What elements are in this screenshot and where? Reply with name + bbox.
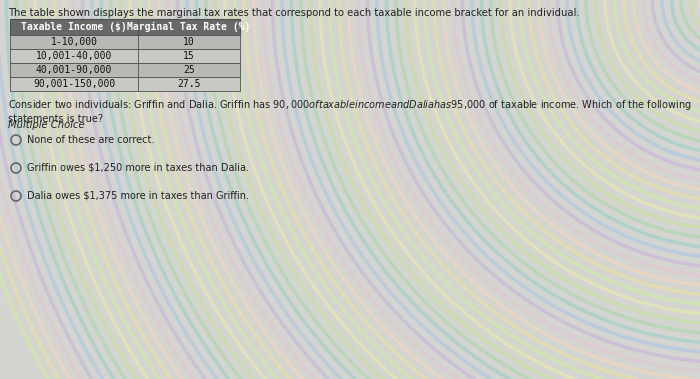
Bar: [10, 35, 240, 49]
Bar: [10, 49, 240, 63]
Text: 1-10,000: 1-10,000: [50, 37, 97, 47]
Text: Multiple Choice: Multiple Choice: [8, 120, 85, 130]
Text: 40,001-90,000: 40,001-90,000: [36, 65, 112, 75]
Text: Griffin owes $1,250 more in taxes than Dalia.: Griffin owes $1,250 more in taxes than D…: [27, 163, 249, 173]
Text: 25: 25: [183, 65, 195, 75]
Text: Taxable Income ($): Taxable Income ($): [21, 22, 127, 32]
Text: Marginal Tax Rate (%): Marginal Tax Rate (%): [127, 22, 251, 32]
Text: 10,001-40,000: 10,001-40,000: [36, 51, 112, 61]
Bar: [10, 19, 240, 35]
Bar: [10, 63, 240, 77]
Text: None of these are correct.: None of these are correct.: [27, 135, 155, 145]
Text: 15: 15: [183, 51, 195, 61]
Text: 27.5: 27.5: [177, 79, 201, 89]
Text: Dalia owes $1,375 more in taxes than Griffin.: Dalia owes $1,375 more in taxes than Gri…: [27, 191, 249, 201]
Bar: [10, 77, 240, 91]
Text: 10: 10: [183, 37, 195, 47]
Text: 90,001-150,000: 90,001-150,000: [33, 79, 115, 89]
Text: Consider two individuals: Griffin and Dalia. Griffin has $90,000 of taxable inco: Consider two individuals: Griffin and Da…: [8, 98, 692, 124]
Text: The table shown displays the marginal tax rates that correspond to each taxable : The table shown displays the marginal ta…: [8, 8, 580, 18]
